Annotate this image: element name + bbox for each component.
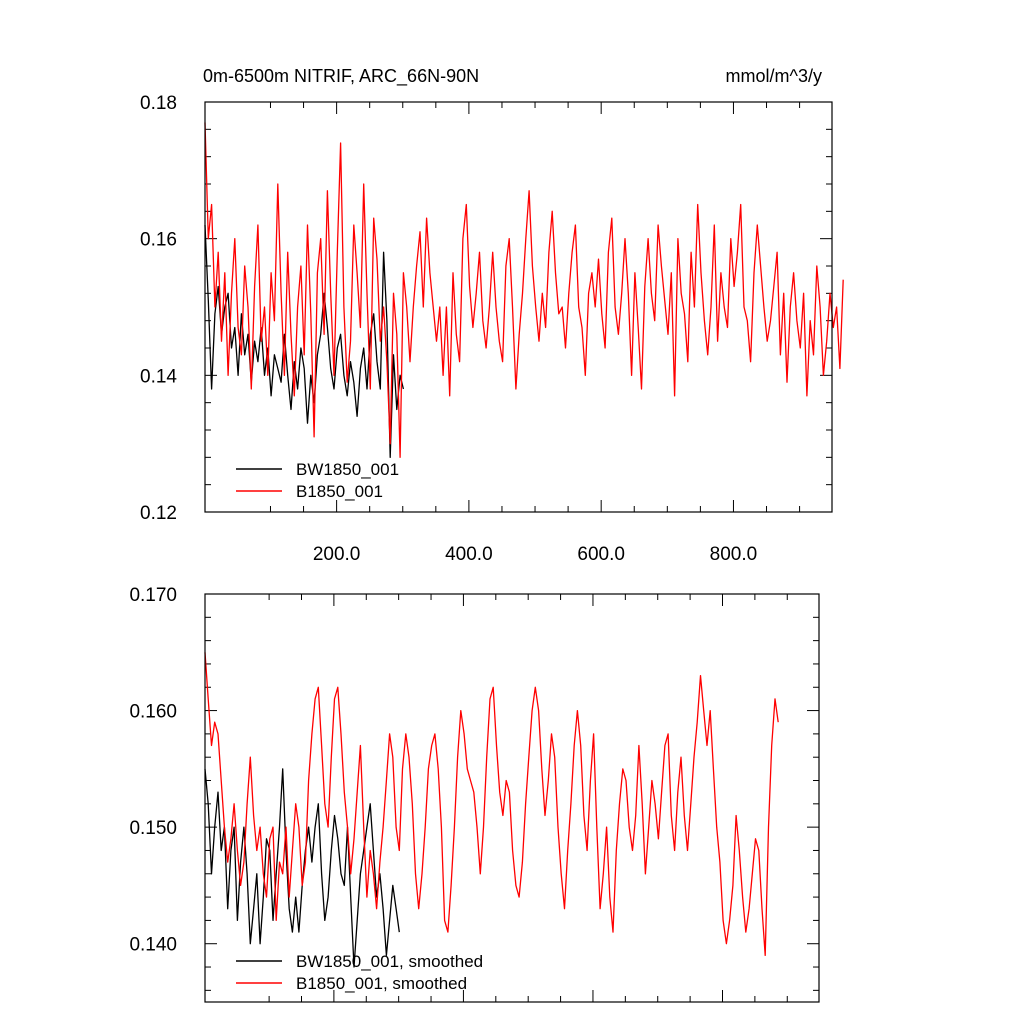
y-tick-label: 0.16 — [140, 230, 177, 251]
series-line-bw1850-001 — [204, 224, 405, 458]
top-panel-ticks: 0.12 0.14 0.16 0.18 200.0 400.0 600.0 800.0 — [140, 93, 832, 565]
series-line-b1850-001-smoothed — [204, 652, 779, 957]
x-tick-label: 200.0 — [313, 544, 361, 565]
bottom-panel-frame — [204, 593, 820, 1003]
legend-label-b1850-smoothed: B1850_001, smoothed — [296, 974, 467, 993]
top-panel-units: mmol/m^3/y — [726, 66, 822, 86]
x-tick-label: 400.0 — [445, 544, 493, 565]
legend-label-b1850: B1850_001 — [296, 482, 383, 501]
y-tick-label: 0.18 — [140, 93, 177, 114]
series-line-bw1850-001-smoothed — [204, 768, 400, 968]
legend-label-bw1850-smoothed: BW1850_001, smoothed — [296, 952, 483, 971]
bottom-panel: 0.140 0.150 0.160 0.170 BW1850_001, smoothe… — [129, 585, 820, 1003]
legend-label-bw1850: BW1850_001 — [296, 460, 399, 479]
y-tick-label: 0.140 — [129, 935, 177, 956]
bottom-panel-legend: BW1850_001, smoothed B1850_001, smoothed — [236, 952, 483, 993]
bottom-panel-ticks: 0.140 0.150 0.160 0.170 — [129, 585, 819, 1002]
y-tick-label: 0.150 — [129, 818, 177, 839]
top-panel-legend: BW1850_001 B1850_001 — [236, 460, 399, 501]
top-panel-plot-area — [204, 122, 844, 458]
top-panel-frame — [204, 101, 833, 513]
series-line-b1850-001 — [204, 122, 844, 458]
y-tick-label: 0.12 — [140, 503, 177, 524]
y-tick-label: 0.14 — [140, 366, 177, 387]
y-tick-label: 0.170 — [129, 585, 177, 606]
x-tick-label: 600.0 — [577, 544, 625, 565]
x-tick-label: 800.0 — [710, 544, 758, 565]
top-panel-title: 0m-6500m NITRIF, ARC_66N-90N — [203, 66, 479, 87]
y-tick-label: 0.160 — [129, 702, 177, 723]
bottom-panel-plot-area — [204, 652, 779, 968]
top-panel: 0m-6500m NITRIF, ARC_66N-90N mmol/m^3/y … — [140, 66, 844, 565]
